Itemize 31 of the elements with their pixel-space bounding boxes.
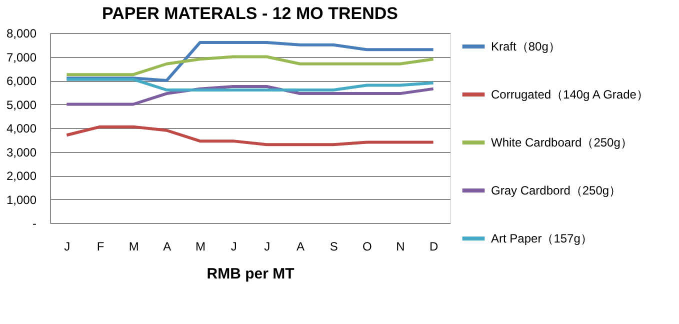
x-tick-label: M [196,240,206,254]
x-tick-label: J [64,240,70,254]
x-tick-label: J [264,240,270,254]
x-tick-label: D [429,240,438,254]
y-tick-label: 7,000 [6,50,37,64]
line-series [65,55,435,76]
x-tick-label: A [296,240,305,254]
y-tick-label: 5,000 [6,98,37,112]
y-tick-label: 2,000 [6,169,37,183]
y-tick-label: 6,000 [6,74,37,88]
x-tick-label: S [330,240,338,254]
legend-label: Gray Cardbord（250g） [491,184,622,198]
line-series [65,125,435,146]
x-tick-label: J [230,240,237,254]
x-tick-label: A [163,240,172,254]
legend-label: Art Paper（157g） [491,232,592,246]
y-tick-label: 4,000 [6,122,37,136]
x-tick-label: O [362,240,372,254]
legend-label: Kraft（80g） [491,40,560,54]
chart-title: PAPER MATERALS - 12 MO TRENDS [102,4,398,23]
line-series [65,78,435,92]
x-tick-label: F [96,240,104,254]
legend-label: Corrugated（140g A Grade） [491,88,648,102]
x-tick-label: M [128,240,139,254]
x-axis-title: RMB per MT [206,266,294,282]
y-tick-label: - [32,216,36,230]
y-tick-label: 1,000 [6,192,37,207]
y-tick-label: 3,000 [6,145,37,160]
y-tick-label: 8,000 [6,26,37,40]
legend-label: White Cardboard（250g） [491,136,632,150]
x-tick-label: N [396,240,405,254]
